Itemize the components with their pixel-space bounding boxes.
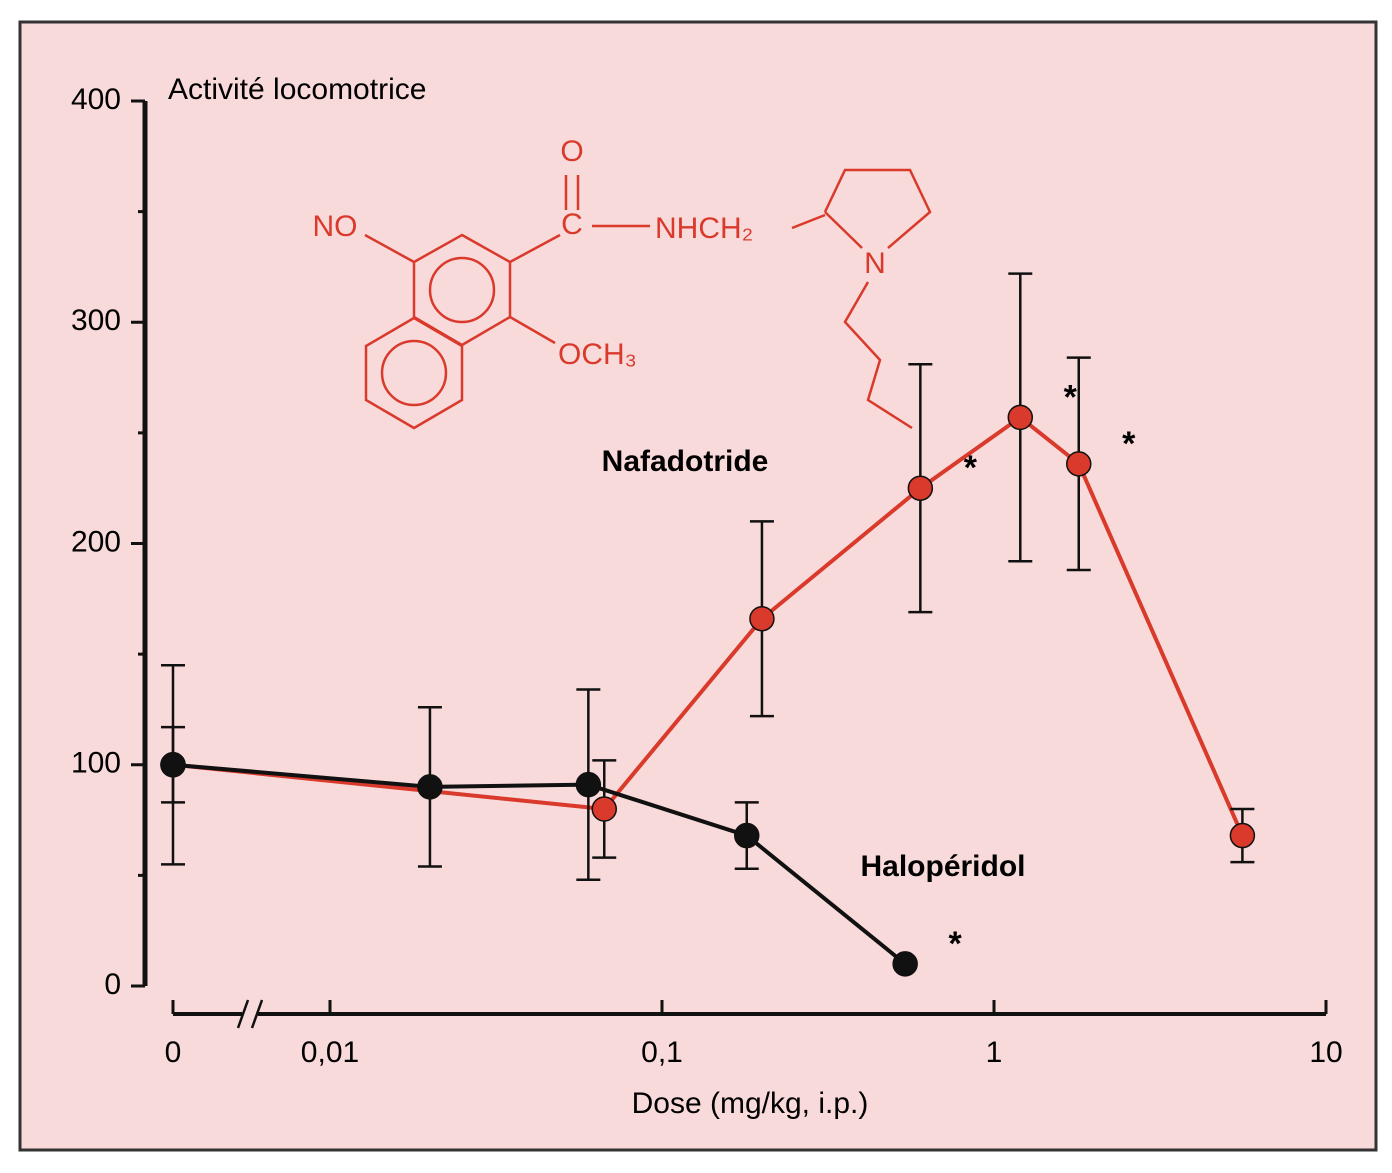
atom-label: C (561, 208, 583, 241)
y-tick-label: 0 (104, 968, 121, 1001)
atom-label: OCH₃ (558, 338, 637, 371)
x-tick-label: 0 (165, 1036, 182, 1069)
y-tick-label: 100 (71, 747, 121, 780)
data-point (749, 605, 775, 632)
x-tick-label: 10 (1309, 1036, 1342, 1069)
data-point (734, 822, 760, 849)
structure-labels: O NO C NHCH₂ N OCH₃ (313, 135, 886, 371)
data-point (591, 796, 618, 822)
atom-label: NHCH₂ (655, 212, 753, 245)
atom-label: O (560, 135, 583, 168)
data-point (160, 752, 186, 778)
y-tick-label: 400 (71, 83, 121, 116)
data-point (1229, 822, 1256, 849)
data-point (907, 475, 934, 501)
data-point (1007, 404, 1034, 431)
atom-label: N (864, 247, 886, 280)
x-axis-label: Dose (mg/kg, i.p.) (632, 1087, 869, 1120)
significance: * (1064, 378, 1078, 416)
significance: * (964, 449, 978, 487)
y-axis-label: Activité locomotrice (168, 73, 426, 106)
data-point (892, 951, 918, 977)
x-tick-label: 0,01 (301, 1036, 359, 1069)
data-point (1066, 451, 1092, 477)
axis-break (236, 999, 250, 1029)
x-tick-label: 0,1 (641, 1036, 683, 1069)
atom-label: NO (313, 210, 358, 243)
y-tick-label: 200 (71, 525, 121, 558)
y-tick-label: 300 (71, 304, 121, 337)
data-point (417, 774, 443, 800)
structure (364, 168, 932, 430)
significance: * (949, 925, 963, 963)
significance: * (1122, 425, 1136, 463)
x-tick-label: 1 (986, 1036, 1003, 1069)
axis-break (250, 999, 264, 1029)
series-label: Halopéridol (860, 850, 1025, 883)
panel (18, 20, 1378, 1152)
data-point (575, 771, 602, 798)
series-label: Nafadotride (602, 445, 769, 478)
